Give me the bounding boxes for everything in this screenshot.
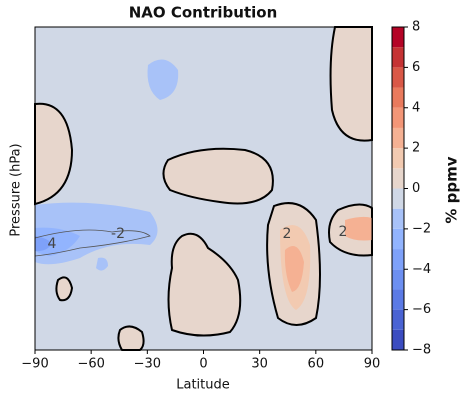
colorbar-tick-label: 2 — [412, 141, 420, 156]
contour-region — [55, 276, 74, 302]
x-tick-label: 30 — [251, 357, 268, 372]
colorbar-bin — [392, 67, 404, 88]
contour-label: 2 — [283, 226, 292, 242]
colorbar-bin — [392, 168, 404, 189]
colorbar-bin — [392, 329, 404, 350]
contour-label: -2 — [111, 226, 125, 242]
colorbar-tick-label: 0 — [412, 181, 420, 196]
contour-region — [147, 59, 179, 100]
colorbar-tick-label: 4 — [412, 100, 420, 115]
contour-region — [162, 147, 274, 205]
colorbar-tick-label: −8 — [412, 343, 431, 358]
colorbar-tick-label: −2 — [412, 221, 431, 236]
colorbar-bin — [392, 107, 404, 128]
colorbar-bin — [392, 127, 404, 149]
x-tick-label: 0 — [199, 357, 207, 372]
contour-label: 2 — [339, 224, 348, 240]
contour-region — [117, 325, 145, 351]
colorbar-label: % ppmv — [443, 156, 461, 223]
colorbar-bin — [392, 249, 404, 270]
contour-region — [167, 232, 242, 337]
colorbar-bin — [392, 309, 404, 330]
colorbar-tick-label: 6 — [412, 60, 420, 75]
colorbar-bin — [392, 87, 404, 108]
colorbar-bin — [392, 47, 404, 68]
x-axis-label: Latitude — [176, 378, 230, 393]
colorbar-bin — [392, 289, 404, 310]
colorbar-bin — [392, 208, 404, 229]
chart-title: NAO Contribution — [129, 4, 278, 22]
y-axis-label: Pressure (hPa) — [9, 143, 24, 236]
contour-region — [345, 216, 372, 241]
x-tick-label: 60 — [308, 357, 325, 372]
colorbar-tick-label: 8 — [412, 20, 420, 35]
contour-region — [34, 102, 74, 206]
x-tick-label: −60 — [77, 357, 104, 372]
contour-label: 4 — [48, 236, 57, 252]
contour-line — [34, 229, 151, 257]
contour-region — [96, 257, 108, 271]
colorbar-bin — [392, 27, 404, 48]
colorbar-bin — [392, 148, 404, 169]
contour-region — [35, 236, 52, 252]
colorbar-bin — [392, 228, 404, 250]
contour-region — [284, 246, 304, 292]
colorbar-tick-label: −6 — [412, 302, 431, 317]
colorbar-bin — [392, 188, 404, 209]
x-tick-label: −30 — [134, 357, 161, 372]
x-tick-label: −90 — [21, 357, 48, 372]
x-tick-label: 90 — [364, 357, 381, 372]
colorbar-bin — [392, 269, 404, 290]
contour-region — [329, 26, 373, 142]
colorbar-tick-label: −4 — [412, 262, 431, 277]
